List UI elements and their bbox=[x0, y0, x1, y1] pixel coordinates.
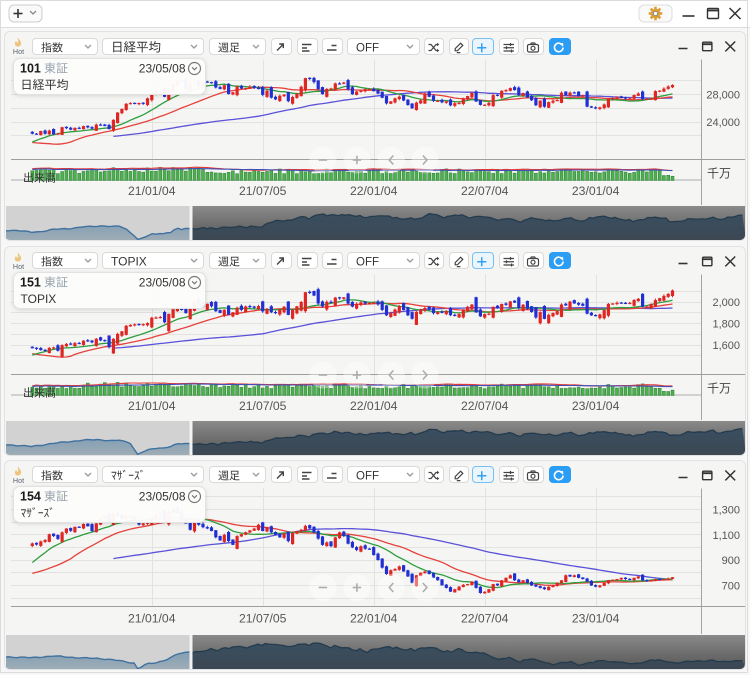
svg-text:22/01/04: 22/01/04 bbox=[350, 399, 398, 413]
svg-text:23/01/04: 23/01/04 bbox=[572, 611, 620, 625]
svg-text:出来高: 出来高 bbox=[23, 171, 56, 185]
svg-text:TOPIX: TOPIX bbox=[21, 292, 57, 306]
svg-text:900: 900 bbox=[722, 555, 740, 567]
svg-text:OFF: OFF bbox=[356, 471, 379, 483]
svg-text:21/07/05: 21/07/05 bbox=[239, 184, 287, 198]
svg-text:21/01/04: 21/01/04 bbox=[128, 399, 176, 413]
svg-text:28,000: 28,000 bbox=[706, 90, 740, 102]
svg-text:千万: 千万 bbox=[707, 167, 731, 181]
svg-text:22/01/04: 22/01/04 bbox=[350, 611, 398, 625]
svg-text:22/01/04: 22/01/04 bbox=[350, 184, 398, 198]
svg-text:1,300: 1,300 bbox=[712, 504, 740, 516]
svg-text:Hot: Hot bbox=[13, 476, 24, 485]
svg-text:22/07/04: 22/07/04 bbox=[461, 399, 509, 413]
svg-text:23/01/04: 23/01/04 bbox=[572, 399, 620, 413]
svg-text:Hot: Hot bbox=[13, 47, 24, 56]
svg-text:1,100: 1,100 bbox=[712, 529, 740, 541]
svg-text:OFF: OFF bbox=[356, 42, 379, 54]
svg-text:23/05/08: 23/05/08 bbox=[139, 61, 186, 75]
svg-text:101: 101 bbox=[20, 61, 41, 75]
svg-text:23/05/08: 23/05/08 bbox=[139, 276, 186, 290]
svg-text:700: 700 bbox=[722, 580, 740, 592]
svg-text:21/07/05: 21/07/05 bbox=[239, 611, 287, 625]
svg-text:TOPIX: TOPIX bbox=[111, 255, 147, 269]
svg-text:出来高: 出来高 bbox=[23, 385, 56, 399]
svg-text:21/07/05: 21/07/05 bbox=[239, 399, 287, 413]
svg-text:154: 154 bbox=[20, 490, 41, 504]
svg-text:23/05/08: 23/05/08 bbox=[139, 490, 186, 504]
svg-text:22/07/04: 22/07/04 bbox=[461, 611, 509, 625]
svg-text:21/01/04: 21/01/04 bbox=[128, 184, 176, 198]
svg-text:千万: 千万 bbox=[707, 381, 731, 395]
svg-text:151: 151 bbox=[20, 276, 41, 290]
svg-text:2,000: 2,000 bbox=[712, 297, 740, 309]
svg-text:OFF: OFF bbox=[356, 257, 379, 269]
svg-text:1,800: 1,800 bbox=[712, 318, 740, 330]
svg-text:22/07/04: 22/07/04 bbox=[461, 184, 509, 198]
svg-text:1,600: 1,600 bbox=[712, 340, 740, 352]
svg-text:23/01/04: 23/01/04 bbox=[572, 184, 620, 198]
svg-text:21/01/04: 21/01/04 bbox=[128, 611, 176, 625]
svg-text:Hot: Hot bbox=[13, 262, 24, 271]
svg-text:24,000: 24,000 bbox=[706, 117, 740, 129]
